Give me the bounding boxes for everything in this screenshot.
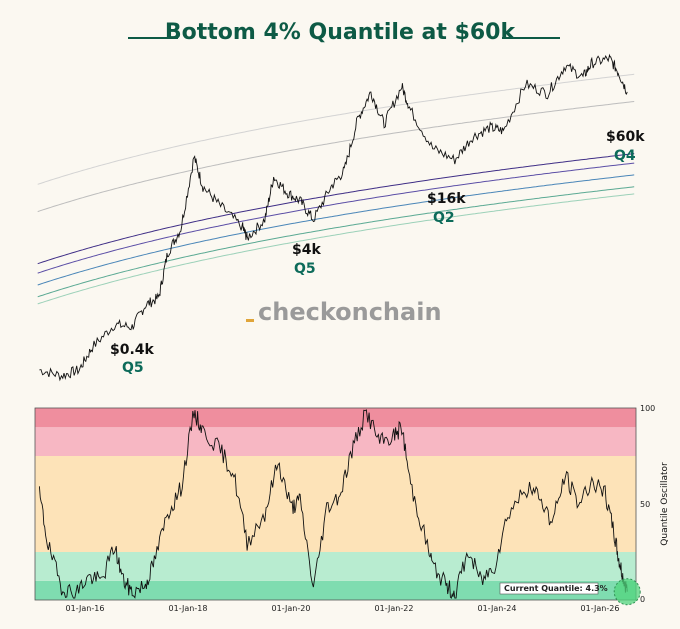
y-tick-2: 100 (640, 404, 655, 413)
watermark: checkonchain (246, 298, 442, 326)
y-tick-1: 50 (640, 500, 650, 509)
quantile-bands (37, 73, 635, 305)
oscillator-y-label: Quantile Oscillator (660, 462, 670, 546)
quantile-band-4 (37, 174, 635, 286)
quantile-band-2 (37, 153, 635, 265)
title-rule-left (128, 37, 178, 39)
quantile-band-1 (37, 101, 635, 213)
current-quantile-marker (613, 578, 641, 606)
annotation-price-3: $60k (606, 129, 645, 145)
current-quantile-label: Current Quantile: 4.3% (504, 584, 608, 593)
oscillator-zones (35, 408, 636, 600)
oscillator-zone-3 (35, 427, 636, 456)
watermark-underscore (246, 319, 254, 322)
x-axis-ticks: 01-Jan-16 01-Jan-18 01-Jan-20 01-Jan-22 … (66, 604, 620, 613)
quantile-band-5 (37, 186, 635, 298)
x-tick-4: 01-Jan-24 (478, 604, 517, 613)
oscillator-zone-0 (35, 580, 636, 600)
x-tick-0: 01-Jan-16 (66, 604, 105, 613)
oscillator-frame (34, 407, 637, 601)
quantile-band-6 (37, 193, 635, 305)
oscillator-line (38, 409, 628, 600)
current-quantile-box (499, 582, 599, 595)
title-bar: Bottom 4% Quantile at $60k (0, 16, 680, 56)
annotation-quantile-0: Q5 (122, 360, 144, 376)
annotation-price-2: $16k (427, 191, 466, 207)
price-series (39, 53, 628, 382)
y-tick-0: 0 (640, 595, 645, 604)
x-tick-1: 01-Jan-18 (169, 604, 208, 613)
title-rule-right (502, 37, 560, 39)
y-axis-ticks: 0 50 100 (640, 404, 655, 604)
oscillator-zone-2 (35, 456, 636, 552)
quantile-band-3 (37, 162, 635, 274)
annotation-price-0: $0.4k (110, 342, 155, 358)
x-tick-5: 01-Jan-26 (581, 604, 620, 613)
chart-title: Bottom 4% Quantile at $60k (164, 20, 516, 45)
price-annotations: $0.4k Q5 $4k Q5 $16k Q2 $60k Q4 (110, 129, 645, 376)
oscillator-zone-1 (35, 552, 636, 581)
x-tick-2: 01-Jan-20 (272, 604, 311, 613)
annotation-quantile-3: Q4 (614, 148, 636, 164)
oscillator-zone-4 (35, 408, 636, 428)
x-tick-3: 01-Jan-22 (375, 604, 414, 613)
price-line (39, 53, 628, 382)
annotation-price-1: $4k (292, 242, 321, 258)
annotation-quantile-1: Q5 (294, 261, 316, 277)
watermark-text: checkonchain (258, 298, 442, 326)
oscillator-series (38, 409, 628, 600)
current-quantile-label-box: Current Quantile: 4.3% (499, 582, 608, 595)
annotation-quantile-2: Q2 (433, 210, 455, 226)
oscillator-panel: 01-Jan-16 01-Jan-18 01-Jan-20 01-Jan-22 … (34, 404, 670, 613)
